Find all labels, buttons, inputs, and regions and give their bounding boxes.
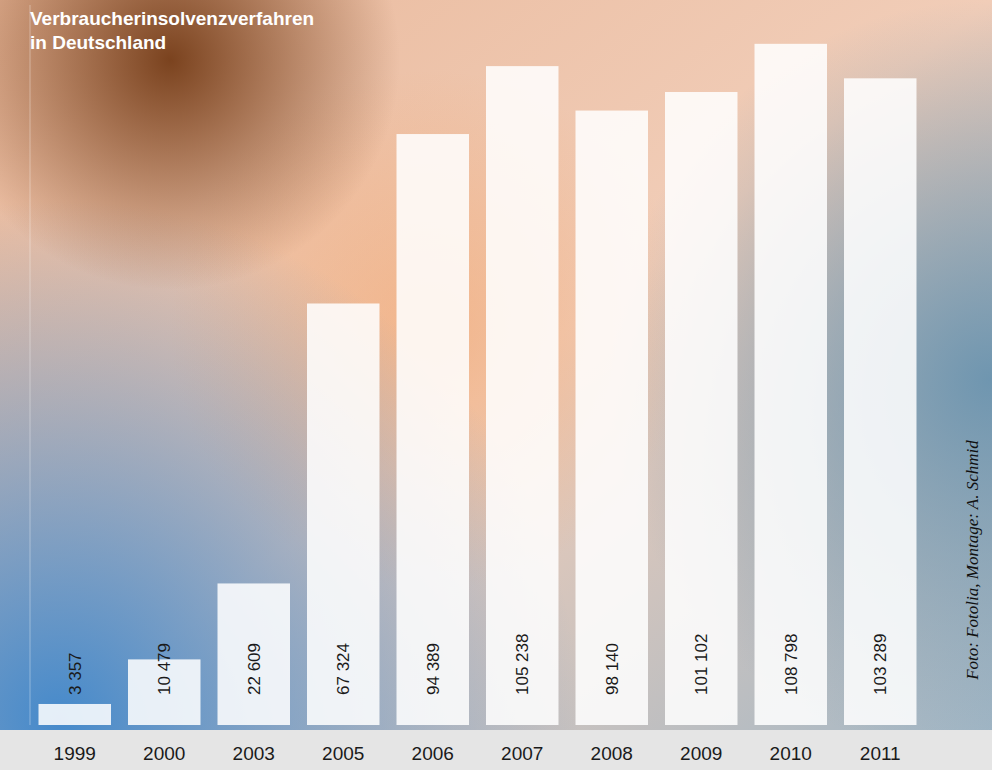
y-axis-line bbox=[30, 5, 31, 725]
x-tick-label: 2006 bbox=[412, 743, 454, 764]
data-label: 105 238 bbox=[513, 634, 532, 695]
x-tick-label: 2008 bbox=[591, 743, 633, 764]
bar bbox=[486, 66, 558, 725]
x-tick-label: 1999 bbox=[54, 743, 96, 764]
x-tick-label: 2003 bbox=[233, 743, 275, 764]
background-photo bbox=[0, 0, 992, 770]
data-label: 94 389 bbox=[424, 643, 443, 695]
data-label: 67 324 bbox=[334, 643, 353, 695]
x-tick-label: 2005 bbox=[322, 743, 364, 764]
bar bbox=[755, 44, 827, 725]
bar bbox=[39, 704, 111, 725]
credit: Foto: Fotolia, Montage: A. Schmid bbox=[963, 440, 982, 681]
background-photo bbox=[0, 0, 992, 770]
x-tick-label: 2007 bbox=[501, 743, 543, 764]
chart: 3 357 10 479 22 609 67 324 94 389 105 238 98 1… bbox=[0, 0, 992, 770]
background-photo bbox=[0, 0, 992, 770]
bar bbox=[844, 78, 916, 725]
bar bbox=[307, 303, 379, 725]
bar bbox=[397, 134, 469, 725]
x-tick-label: 2009 bbox=[680, 743, 722, 764]
title-line: in Deutschland bbox=[30, 32, 166, 53]
data-label: 22 609 bbox=[245, 643, 264, 695]
x-tick-label: 2010 bbox=[770, 743, 812, 764]
bar bbox=[218, 583, 290, 725]
bar bbox=[576, 111, 648, 725]
data-label: 10 479 bbox=[155, 643, 174, 695]
data-label: 101 102 bbox=[692, 634, 711, 695]
data-label: 108 798 bbox=[782, 634, 801, 695]
axis-band bbox=[0, 730, 992, 770]
background-photo bbox=[0, 0, 992, 770]
title: Verbraucherinsolvenzverfahren in Deutschl… bbox=[30, 8, 314, 53]
x-tick-label: 2011 bbox=[860, 743, 901, 764]
bar bbox=[665, 92, 737, 725]
title-line: Verbraucherinsolvenzverfahren bbox=[30, 8, 314, 29]
data-label: 103 289 bbox=[871, 634, 890, 695]
bars bbox=[39, 44, 917, 725]
background-photo bbox=[0, 0, 992, 770]
x-tick-label: 2000 bbox=[143, 743, 185, 764]
data-label: 98 140 bbox=[603, 643, 622, 695]
data-label: 3 357 bbox=[66, 652, 85, 695]
